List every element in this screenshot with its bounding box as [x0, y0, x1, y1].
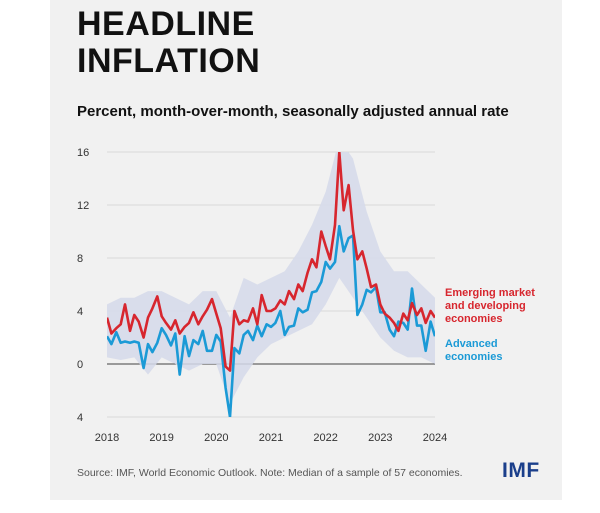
- x-tick-label: 2018: [95, 432, 119, 444]
- x-tick-label: 2019: [149, 432, 173, 444]
- y-tick-label: 4: [77, 306, 83, 318]
- x-tick-label: 2020: [204, 432, 228, 444]
- y-tick-label: 16: [77, 147, 89, 159]
- line-layer: [107, 152, 435, 417]
- advanced-economies-line: [107, 224, 435, 417]
- band-layer: [107, 152, 435, 404]
- y-tick-label: 4: [77, 412, 83, 424]
- legend-emerging-label: economies: [445, 313, 502, 325]
- x-tick-label: 2022: [313, 432, 337, 444]
- tick-layer: 4 0 4 8 12 16 2018 2019 2020 2021 2022 2023 2024: [77, 147, 447, 444]
- y-tick-label: 0: [77, 359, 83, 371]
- x-tick-label: 2023: [368, 432, 392, 444]
- emerging-market-line: [107, 152, 435, 372]
- legend-emerging-label: and developing: [445, 300, 526, 312]
- page-title: HEADLINE INFLATION: [77, 5, 261, 80]
- range-band: [107, 152, 435, 404]
- line-chart: 4 0 4 8 12 16 2018 2019 2020 2021 2022 2023 2024 Eme…: [77, 147, 535, 444]
- chart-subtitle: Percent, month-over-month, seasonally ad…: [77, 103, 509, 120]
- legend-advanced-label: economies: [445, 351, 502, 363]
- imf-logo: IMF: [502, 459, 540, 482]
- y-tick-label: 8: [77, 253, 83, 265]
- source-note: Source: IMF, World Economic Outlook. Not…: [77, 467, 463, 479]
- x-tick-label: 2024: [423, 432, 447, 444]
- x-tick-label: 2021: [259, 432, 283, 444]
- chart-card: HEADLINE INFLATION Percent, month-over-m…: [50, 0, 562, 500]
- y-tick-label: 12: [77, 200, 89, 212]
- legend-emerging-label: Emerging market: [445, 287, 535, 299]
- legend-advanced-label: Advanced: [445, 338, 498, 350]
